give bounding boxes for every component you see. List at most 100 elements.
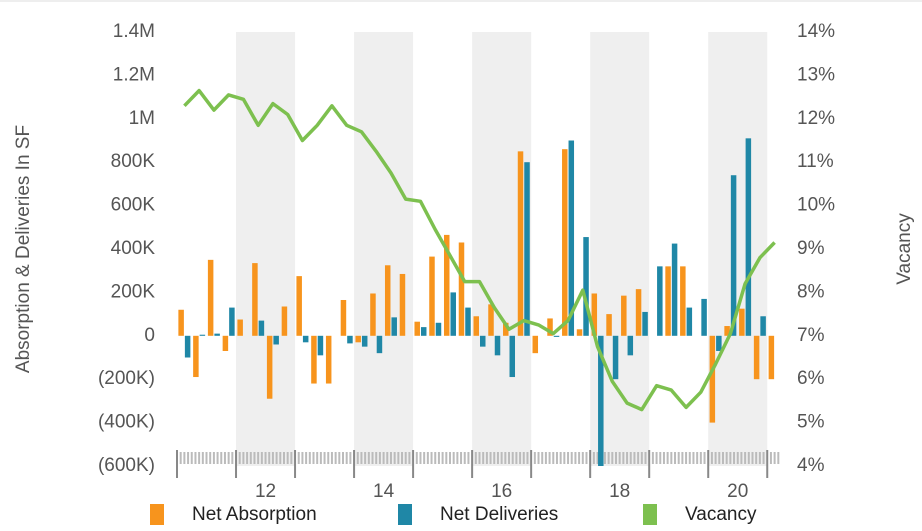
y-tick-label: 1.2M <box>113 64 155 85</box>
bar <box>429 256 435 336</box>
y2-tick-label: 8% <box>797 281 825 302</box>
bar <box>391 317 397 336</box>
bar <box>598 335 604 466</box>
bar <box>296 276 302 336</box>
bar <box>568 140 575 336</box>
bar <box>494 335 501 356</box>
bar <box>450 292 456 336</box>
bar <box>488 304 494 336</box>
y2-tick-label: 12% <box>797 108 835 129</box>
bar <box>591 293 598 336</box>
y2-tick-label: 10% <box>797 195 835 216</box>
bar <box>760 316 766 336</box>
y2-axis-label: Vacancy <box>894 213 915 285</box>
bar <box>768 335 775 380</box>
year-band <box>236 32 296 466</box>
bar <box>281 306 288 336</box>
bar <box>642 311 648 336</box>
bar <box>473 316 479 336</box>
y-tick-label: 800K <box>111 151 156 172</box>
x-tick-label: 16 <box>491 481 512 502</box>
bar <box>399 273 406 336</box>
bar <box>606 314 612 336</box>
bar <box>258 320 265 336</box>
bar <box>686 307 693 336</box>
bar <box>753 335 760 380</box>
bar <box>237 319 243 336</box>
bar <box>178 309 184 336</box>
bar <box>347 335 353 344</box>
bar <box>355 335 361 343</box>
y-tick-label: 0 <box>144 325 155 346</box>
bands <box>236 32 768 466</box>
bar <box>266 335 273 399</box>
bar <box>193 335 199 378</box>
y-tick-label: 400K <box>111 238 156 259</box>
bar <box>443 234 450 336</box>
y-tick-label: 600K <box>111 195 156 216</box>
bar <box>709 335 716 423</box>
bar <box>547 318 553 336</box>
bar <box>252 263 258 336</box>
year-band <box>354 32 414 466</box>
bar <box>621 295 627 336</box>
x-tick-label: 20 <box>727 481 748 502</box>
bar <box>517 151 524 336</box>
bar <box>553 335 560 337</box>
legend-swatch <box>398 504 412 525</box>
bar <box>503 322 509 336</box>
y-tick-label: 1M <box>129 108 155 129</box>
y2-tick-label: 5% <box>797 412 825 433</box>
bar <box>680 266 686 336</box>
bar <box>480 335 486 347</box>
bar <box>730 175 737 336</box>
x-tick-label: 14 <box>373 481 395 502</box>
y-tick-label: 1.4M <box>113 21 155 42</box>
y2-tick-label: 7% <box>797 325 825 346</box>
legend-swatch <box>643 504 657 525</box>
y2-tick-label: 13% <box>797 64 835 85</box>
bar <box>384 265 391 336</box>
x-tick-label: 12 <box>255 481 276 502</box>
y2-tick-label: 14% <box>797 21 835 42</box>
bar <box>739 308 745 336</box>
legend-label: Net Absorption <box>192 504 317 525</box>
bar <box>509 335 516 378</box>
bar <box>273 335 279 345</box>
y2-tick-label: 11% <box>797 151 834 172</box>
y-tick-label: (400K) <box>98 412 155 433</box>
bar <box>671 243 678 336</box>
y-axis-label: Absorption & Deliveries In SF <box>13 125 34 373</box>
bar <box>724 326 730 336</box>
y-tick-label: (200K) <box>98 368 155 389</box>
bar <box>583 237 589 336</box>
bar <box>376 335 383 354</box>
y-tick-label: (600K) <box>98 455 155 476</box>
bar <box>635 289 642 336</box>
bar <box>340 299 347 336</box>
bar <box>311 335 317 384</box>
y2-tick-label: 4% <box>797 455 825 476</box>
legend-swatch <box>150 504 164 525</box>
bar <box>214 333 220 336</box>
bar <box>207 259 214 336</box>
bar <box>627 335 634 356</box>
legend-label: Vacancy <box>685 504 757 525</box>
y2-tick-label: 6% <box>797 368 825 389</box>
year-band <box>708 32 768 466</box>
bar <box>229 307 235 336</box>
bar <box>199 334 206 336</box>
bar <box>524 162 530 336</box>
bar <box>465 307 471 336</box>
bar <box>745 138 752 336</box>
bar <box>435 322 442 336</box>
bar <box>532 335 539 354</box>
line <box>183 88 776 412</box>
bar <box>612 335 619 380</box>
bar <box>302 335 309 343</box>
bar <box>701 298 707 336</box>
x-tick-label: 18 <box>609 481 630 502</box>
bar <box>370 293 376 336</box>
bar <box>716 335 722 351</box>
